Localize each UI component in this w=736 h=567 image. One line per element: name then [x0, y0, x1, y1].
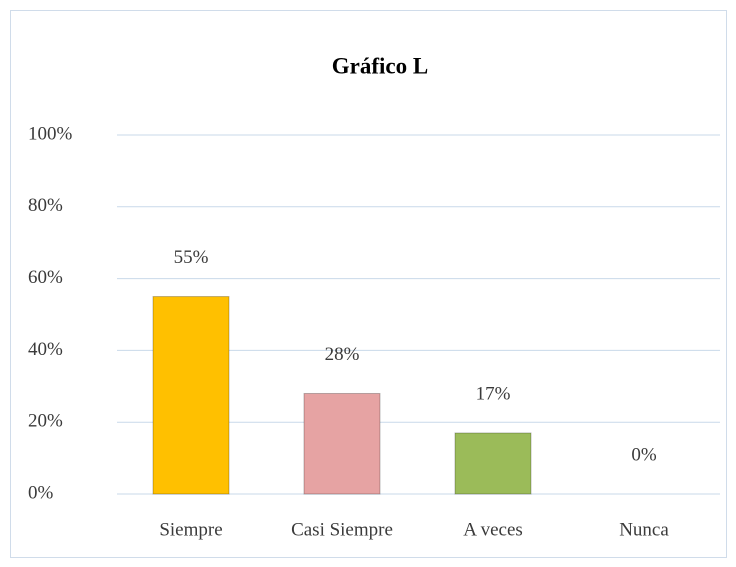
data-label: 0% — [631, 444, 657, 465]
bar — [454, 432, 532, 495]
y-tick-label: 20% — [28, 411, 63, 432]
data-label: 55% — [174, 247, 209, 268]
x-tick-label: A veces — [463, 519, 523, 540]
y-tick-label: 80% — [28, 195, 63, 216]
y-tick-label: 100% — [28, 123, 73, 144]
x-tick-label: Siempre — [159, 519, 222, 540]
y-tick-label: 60% — [28, 267, 63, 288]
data-label: 28% — [325, 344, 360, 365]
bar — [303, 392, 381, 495]
data-label: 17% — [476, 383, 511, 404]
y-tick-label: 0% — [28, 482, 54, 503]
chart-title: Gráfico L — [332, 53, 428, 78]
x-tick-label: Nunca — [619, 519, 669, 540]
bar — [152, 296, 230, 495]
x-tick-label: Casi Siempre — [291, 519, 393, 540]
y-tick-label: 40% — [28, 339, 63, 360]
